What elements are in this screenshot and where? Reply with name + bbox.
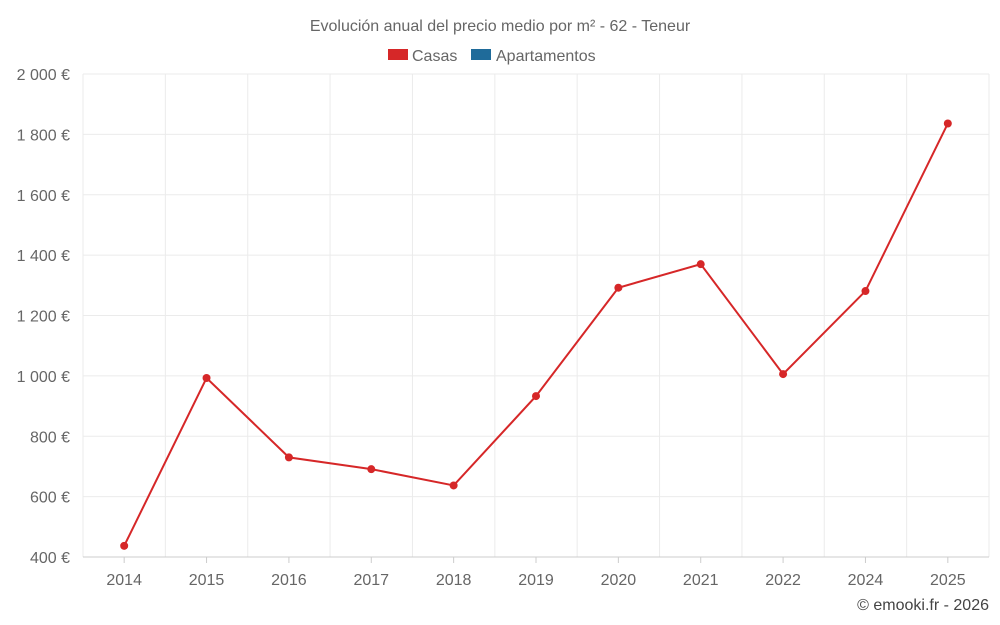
series-casas [120,119,952,550]
y-tick-label: 1 000 € [17,369,70,386]
data-point[interactable] [367,465,376,474]
y-tick-label: 1 600 € [17,188,70,205]
data-point[interactable] [696,260,705,269]
data-point[interactable] [861,287,870,296]
data-point[interactable] [284,453,293,462]
data-point[interactable] [943,119,952,128]
x-tick-label: 2021 [683,572,719,589]
y-tick-label: 1 800 € [17,127,70,144]
x-tick-label: 2022 [765,572,801,589]
y-tick-label: 600 € [30,490,70,507]
data-point[interactable] [449,481,458,490]
data-point[interactable] [614,283,623,292]
data-point[interactable] [532,392,540,401]
y-tick-label: 1 200 € [17,309,70,326]
credit-text: © emooki.fr - 2026 [857,597,989,614]
legend-label-casas[interactable]: Casas [412,48,457,65]
x-tick-label: 2025 [930,572,966,589]
legend-label-apartamentos[interactable]: Apartamentos [496,48,596,65]
chart-title: Evolución anual del precio medio por m² … [310,18,691,35]
x-tick-label: 2017 [353,572,389,589]
grid [82,73,990,557]
data-point[interactable] [120,541,129,550]
y-tick-label: 800 € [30,429,70,446]
legend-swatch-apartamentos [471,49,491,60]
x-tick-label: 2016 [271,572,307,589]
legend: Casas Apartamentos [388,48,596,65]
x-tick-label: 2018 [436,572,472,589]
x-tick-label: 2020 [601,572,637,589]
data-point[interactable] [202,373,211,382]
y-tick-label: 2 000 € [17,67,70,84]
x-tick-label: 2024 [848,572,884,589]
y-tick-label: 1 400 € [17,248,70,265]
legend-swatch-casas [388,49,408,60]
x-tick-label: 2015 [189,572,225,589]
y-tick-label: 400 € [30,550,70,567]
data-point[interactable] [779,370,788,379]
y-axis: 400 € 600 € 800 € 1 000 € 1 200 € 1 400 € 1 60… [17,67,70,567]
x-tick-label: 2014 [106,572,142,589]
x-tick-label: 2019 [518,572,554,589]
x-axis: 2014 2015 2016 2017 2018 2019 2020 2021 2022 2024… [83,556,989,589]
